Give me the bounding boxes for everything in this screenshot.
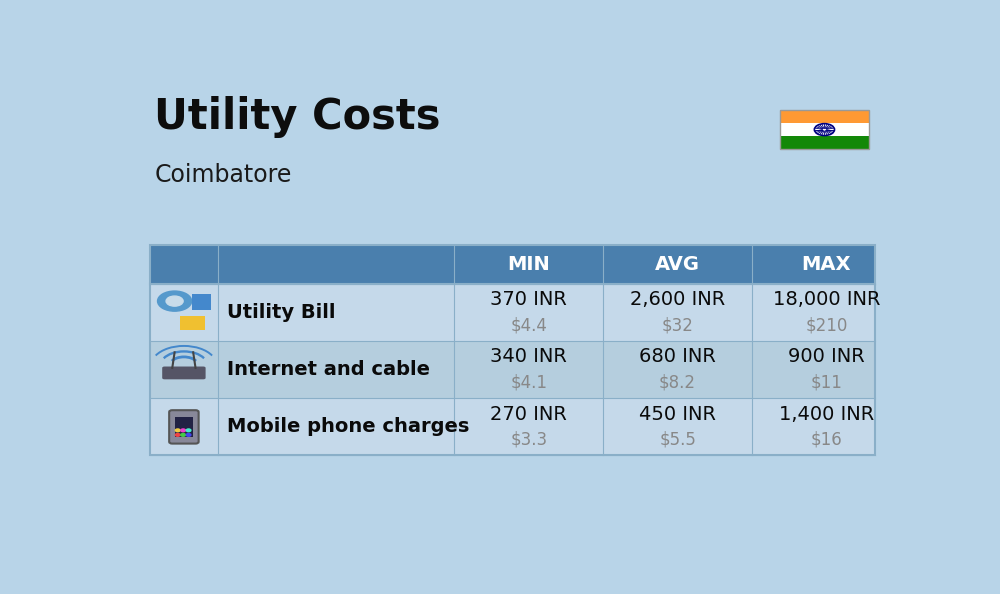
Circle shape (186, 429, 191, 432)
Text: MIN: MIN (507, 255, 550, 274)
FancyBboxPatch shape (162, 366, 206, 380)
Bar (150, 341, 875, 399)
Text: Mobile phone charges: Mobile phone charges (227, 418, 470, 437)
Text: 1,400 INR: 1,400 INR (779, 405, 874, 424)
Bar (150, 245, 875, 456)
Text: 270 INR: 270 INR (490, 405, 567, 424)
Text: $4.1: $4.1 (510, 374, 547, 391)
Text: Coimbatore: Coimbatore (154, 163, 292, 187)
Circle shape (175, 434, 180, 436)
Text: Utility Costs: Utility Costs (154, 96, 441, 138)
Circle shape (186, 434, 191, 436)
Text: MAX: MAX (802, 255, 851, 274)
FancyBboxPatch shape (169, 410, 199, 444)
Text: 900 INR: 900 INR (788, 347, 865, 366)
Text: Utility Bill: Utility Bill (227, 303, 336, 322)
Bar (150, 284, 875, 341)
Text: $3.3: $3.3 (510, 431, 547, 448)
Text: $16: $16 (810, 431, 842, 448)
Bar (780, 136, 869, 149)
Text: $4.4: $4.4 (510, 317, 547, 334)
Text: $210: $210 (805, 317, 848, 334)
Circle shape (175, 429, 180, 432)
Bar (150, 245, 875, 284)
Circle shape (166, 296, 183, 306)
Text: $5.5: $5.5 (659, 431, 696, 448)
Circle shape (158, 291, 192, 311)
Bar (192, 294, 211, 310)
Bar (175, 416, 193, 437)
Text: AVG: AVG (655, 255, 700, 274)
Circle shape (181, 429, 185, 432)
Text: 680 INR: 680 INR (639, 347, 716, 366)
Bar (780, 110, 869, 123)
Bar (180, 316, 205, 330)
Bar (150, 399, 875, 456)
Text: 340 INR: 340 INR (490, 347, 567, 366)
Text: 450 INR: 450 INR (639, 405, 716, 424)
Bar (780, 110, 869, 149)
Text: Internet and cable: Internet and cable (227, 360, 430, 379)
Circle shape (181, 434, 185, 436)
Text: 2,600 INR: 2,600 INR (630, 290, 725, 309)
Text: 370 INR: 370 INR (490, 290, 567, 309)
Text: $32: $32 (662, 317, 694, 334)
Bar (780, 123, 869, 136)
Text: $8.2: $8.2 (659, 374, 696, 391)
Text: 18,000 INR: 18,000 INR (773, 290, 880, 309)
Text: $11: $11 (810, 374, 842, 391)
